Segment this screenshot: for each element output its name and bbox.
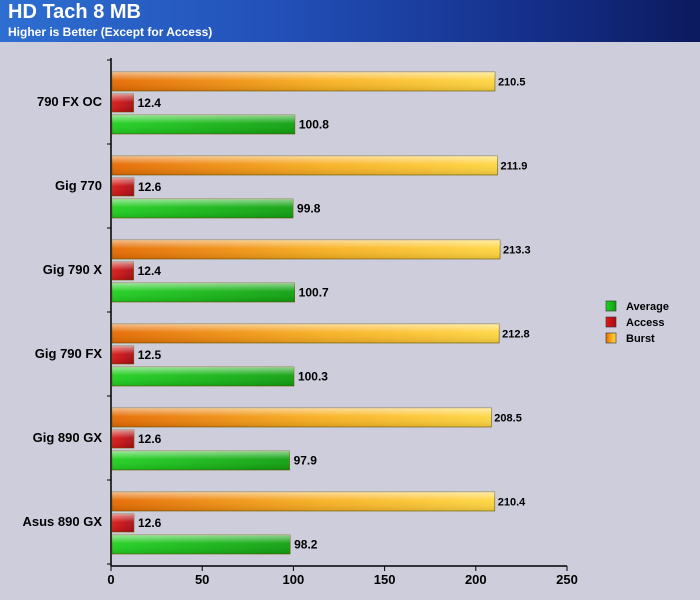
data-label: 212.8 <box>502 329 530 341</box>
data-label: 99.8 <box>297 202 321 216</box>
data-label: 12.6 <box>138 516 162 530</box>
bar-gloss <box>112 514 134 532</box>
data-label: 210.5 <box>498 77 526 89</box>
data-label: 100.3 <box>298 370 328 384</box>
bar-gloss <box>112 283 295 302</box>
data-label: 97.9 <box>294 454 318 468</box>
data-label: 210.4 <box>498 497 526 509</box>
bar-gloss <box>112 262 134 280</box>
data-label: 12.6 <box>138 432 162 446</box>
legend-label-average: Average <box>626 301 669 313</box>
bar-gloss <box>112 199 294 218</box>
bar-gloss <box>112 430 134 448</box>
x-tick-label: 250 <box>556 572 578 587</box>
category-label: Gig 790 FX <box>35 346 103 361</box>
bar-gloss <box>112 451 290 470</box>
legend-swatch-average <box>605 300 617 312</box>
bar-gloss <box>112 156 498 175</box>
data-label: 12.4 <box>138 96 162 110</box>
data-label: 98.2 <box>294 538 318 552</box>
x-tick-label: 50 <box>195 572 209 587</box>
legend-label-burst: Burst <box>626 333 655 345</box>
bar-gloss <box>112 178 134 196</box>
x-tick-label: 100 <box>283 572 305 587</box>
bar-gloss <box>112 240 501 259</box>
bar-gloss <box>112 492 495 511</box>
data-label: 213.3 <box>503 245 531 257</box>
bar-gloss <box>112 94 134 112</box>
data-label: 100.7 <box>299 286 329 300</box>
bar-gloss <box>112 324 500 343</box>
chart-header: HD Tach 8 MB Higher is Better (Except fo… <box>0 0 700 42</box>
legend-swatch-access <box>605 316 617 328</box>
legend-label-access: Access <box>626 317 665 329</box>
legend-swatch-burst <box>605 332 617 344</box>
category-label: Gig 790 X <box>43 262 103 277</box>
data-label: 12.5 <box>138 348 162 362</box>
bar-gloss <box>112 72 495 91</box>
data-label: 208.5 <box>494 413 522 425</box>
x-tick-label: 200 <box>465 572 487 587</box>
bar-gloss <box>112 367 294 386</box>
data-label: 12.6 <box>138 180 162 194</box>
bar-gloss <box>112 408 492 427</box>
data-label: 100.8 <box>299 118 329 132</box>
bar-gloss <box>112 115 295 134</box>
data-label: 211.9 <box>501 161 528 173</box>
x-tick-label: 0 <box>107 572 114 587</box>
bar-gloss <box>112 346 134 364</box>
x-tick-label: 150 <box>374 572 396 587</box>
chart-subtitle: Higher is Better (Except for Access) <box>8 25 213 39</box>
chart-title: HD Tach 8 MB <box>8 1 141 23</box>
category-label: Asus 890 GX <box>23 514 103 529</box>
bar-gloss <box>112 535 291 554</box>
data-label: 12.4 <box>138 264 162 278</box>
category-label: 790 FX OC <box>37 94 103 109</box>
category-label: Gig 770 <box>55 178 102 193</box>
category-label: Gig 890 GX <box>33 430 103 445</box>
